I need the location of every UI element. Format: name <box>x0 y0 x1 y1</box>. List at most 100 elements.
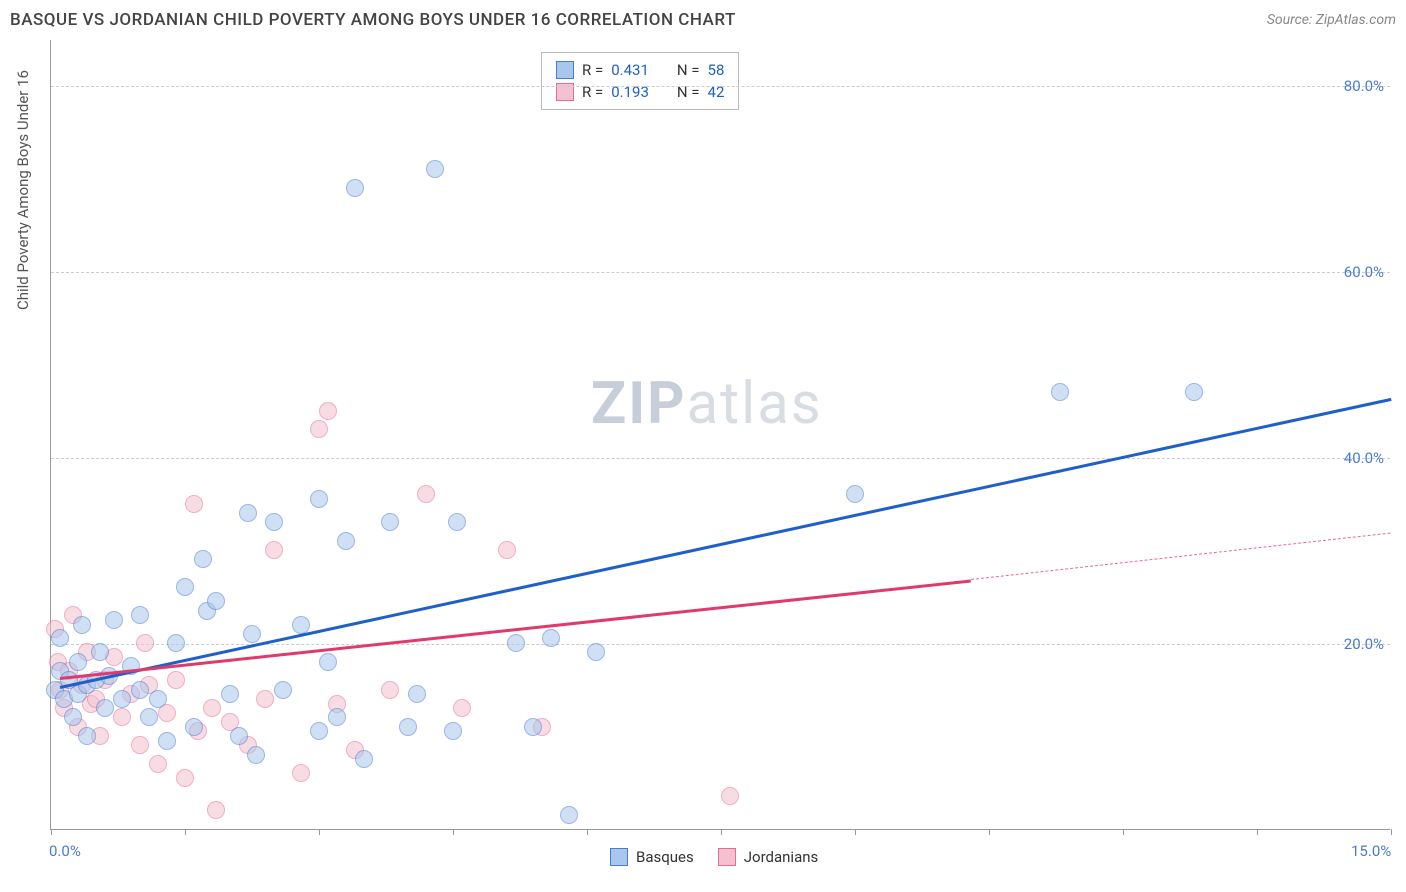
legend-item: Jordanians <box>718 848 819 866</box>
data-point <box>149 755 167 773</box>
data-point <box>265 541 283 559</box>
data-point <box>176 578 194 596</box>
r-label: R = <box>582 61 603 79</box>
x-tick-mark <box>721 829 722 835</box>
y-tick-label: 20.0% <box>1344 635 1384 653</box>
data-point <box>158 732 176 750</box>
y-axis-label: Child Poverty Among Boys Under 16 <box>14 70 32 310</box>
data-point <box>542 629 560 647</box>
legend-stats-row: R = 0.431 N = 58 <box>556 59 724 81</box>
plot-area: ZIPatlas R =0.431N =58R =0.193N =42 20.0… <box>50 40 1390 830</box>
data-point <box>426 160 444 178</box>
data-point <box>453 699 471 717</box>
data-point <box>185 718 203 736</box>
x-tick-mark <box>453 829 454 835</box>
data-point <box>167 671 185 689</box>
data-point <box>417 485 435 503</box>
r-value: 0.431 <box>611 61 649 79</box>
y-tick-label: 60.0% <box>1344 263 1384 281</box>
data-point <box>91 643 109 661</box>
x-tick-label: 0.0% <box>49 842 81 860</box>
x-tick-mark <box>1257 829 1258 835</box>
data-point <box>265 513 283 531</box>
data-point <box>69 653 87 671</box>
data-point <box>381 513 399 531</box>
data-point <box>78 727 96 745</box>
data-point <box>507 634 525 652</box>
data-point <box>131 606 149 624</box>
data-point <box>355 750 373 768</box>
chart-title: BASQUE VS JORDANIAN CHILD POVERTY AMONG … <box>10 10 736 30</box>
legend-item: Basques <box>610 848 694 866</box>
data-point <box>337 532 355 550</box>
n-value: 58 <box>708 61 725 79</box>
x-tick-mark <box>989 829 990 835</box>
x-tick-mark <box>1391 829 1392 835</box>
y-tick-label: 40.0% <box>1344 449 1384 467</box>
data-point <box>274 681 292 699</box>
data-point <box>256 690 274 708</box>
data-point <box>140 708 158 726</box>
x-tick-mark <box>587 829 588 835</box>
gridline <box>51 272 1390 273</box>
data-point <box>292 616 310 634</box>
data-point <box>131 681 149 699</box>
data-point <box>176 769 194 787</box>
data-point <box>113 690 131 708</box>
legend-stats-box: R =0.431N =58R =0.193N =42 <box>541 52 739 110</box>
data-point <box>96 699 114 717</box>
legend-series: Basques Jordanians <box>610 848 818 866</box>
data-point <box>721 787 739 805</box>
data-point <box>319 402 337 420</box>
data-point <box>194 550 212 568</box>
n-label: N = <box>677 61 700 79</box>
legend-swatch <box>610 848 628 866</box>
data-point <box>73 616 91 634</box>
data-point <box>131 736 149 754</box>
data-point <box>587 643 605 661</box>
x-tick-mark <box>1123 829 1124 835</box>
data-point <box>524 718 542 736</box>
x-tick-mark <box>319 829 320 835</box>
trend-line <box>60 579 971 679</box>
x-tick-mark <box>185 829 186 835</box>
trend-line <box>971 533 1391 580</box>
data-point <box>51 629 69 647</box>
data-point <box>203 699 221 717</box>
watermark: ZIPatlas <box>591 370 823 438</box>
data-point <box>243 625 261 643</box>
data-point <box>560 806 578 824</box>
data-point <box>399 718 417 736</box>
data-point <box>498 541 516 559</box>
gridline <box>51 458 1390 459</box>
x-tick-mark <box>855 829 856 835</box>
data-point <box>310 722 328 740</box>
y-tick-label: 80.0% <box>1344 77 1384 95</box>
data-point <box>185 495 203 513</box>
data-point <box>247 746 265 764</box>
legend-swatch <box>556 61 574 79</box>
data-point <box>167 634 185 652</box>
x-tick-label: 15.0% <box>1351 842 1391 860</box>
data-point <box>239 504 257 522</box>
data-point <box>346 179 364 197</box>
data-point <box>328 708 346 726</box>
data-point <box>292 764 310 782</box>
data-point <box>230 727 248 745</box>
data-point <box>408 685 426 703</box>
data-point <box>846 485 864 503</box>
data-point <box>444 722 462 740</box>
data-point <box>207 801 225 819</box>
data-point <box>149 690 167 708</box>
legend-swatch <box>718 848 736 866</box>
data-point <box>310 420 328 438</box>
data-point <box>448 513 466 531</box>
data-point <box>310 490 328 508</box>
data-point <box>113 708 131 726</box>
source-attribution: Source: ZipAtlas.com <box>1267 12 1396 28</box>
data-point <box>207 592 225 610</box>
data-point <box>319 653 337 671</box>
data-point <box>1185 383 1203 401</box>
data-point <box>64 708 82 726</box>
data-point <box>1051 383 1069 401</box>
